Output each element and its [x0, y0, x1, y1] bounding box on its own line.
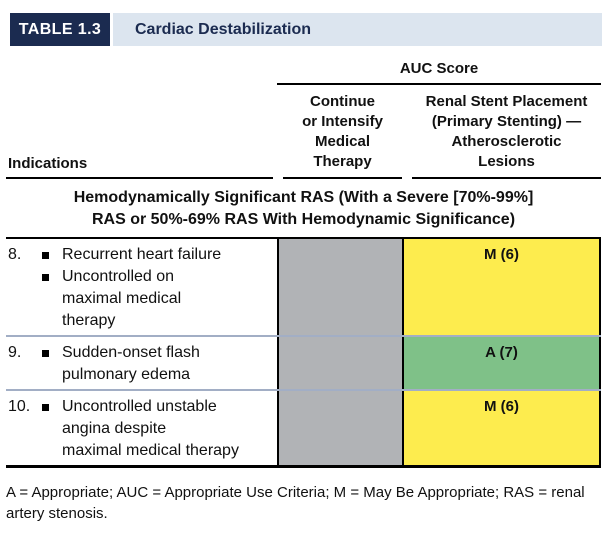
list-item: Uncontrolled on maximal medical therapy — [42, 266, 273, 332]
stent-score-cell: M (6) — [402, 391, 601, 465]
column-header-medical-therapy: Continue or Intensify Medical Therapy — [283, 85, 402, 179]
footnote: A = Appropriate; AUC = Appropriate Use C… — [6, 484, 585, 522]
table-row: 9. Sudden-onset flash pulmonary edema A (7… — [6, 337, 601, 391]
rows-container: 8. Recurrent heart failure Uncontrolled on… — [6, 239, 601, 468]
table-title: Cardiac Destabilization — [113, 13, 602, 46]
item-text: Uncontrolled on maximal medical therapy — [62, 268, 182, 329]
row-number: 10. — [8, 398, 31, 415]
bullet-square-icon — [42, 350, 49, 357]
indication-cell: 8. Recurrent heart failure Uncontrolled on… — [6, 239, 277, 335]
table-header: Indications AUC Score Continue or Intens… — [6, 46, 601, 179]
bullet-square-icon — [42, 252, 49, 259]
bullet-list: Recurrent heart failure Uncontrolled on m… — [42, 244, 273, 332]
list-item: Sudden-onset flash pulmonary edema — [42, 342, 273, 386]
list-item: Recurrent heart failure — [42, 244, 273, 266]
table-label-badge: TABLE 1.3 — [10, 13, 110, 46]
item-text: Uncontrolled unstable angina despite max… — [62, 398, 239, 459]
auc-score-header: AUC Score — [277, 46, 601, 85]
auc-table: Indications AUC Score Continue or Intens… — [6, 46, 601, 468]
stent-score-cell: M (6) — [402, 239, 601, 335]
table-title-bar: TABLE 1.3 Cardiac Destabilization — [10, 13, 602, 46]
bullet-list: Uncontrolled unstable angina despite max… — [42, 396, 273, 462]
table-row: 8. Recurrent heart failure Uncontrolled on… — [6, 239, 601, 337]
medical-therapy-cell — [277, 337, 402, 389]
row-number: 8. — [8, 246, 22, 263]
section-header: Hemodynamically Significant RAS (With a … — [6, 179, 601, 239]
medical-therapy-cell — [277, 391, 402, 465]
table-row: 10. Uncontrolled unstable angina despite … — [6, 391, 601, 465]
indication-cell: 10. Uncontrolled unstable angina despite … — [6, 391, 277, 465]
stent-score-cell: A (7) — [402, 337, 601, 389]
item-text: Sudden-onset flash pulmonary edema — [62, 344, 200, 383]
bullet-list: Sudden-onset flash pulmonary edema — [42, 342, 273, 386]
indications-column-header: Indications — [6, 155, 273, 179]
medical-therapy-cell — [277, 239, 402, 335]
bullet-square-icon — [42, 404, 49, 411]
bullet-square-icon — [42, 274, 49, 281]
row-number: 9. — [8, 344, 22, 361]
item-text: Recurrent heart failure — [62, 246, 222, 263]
indication-cell: 9. Sudden-onset flash pulmonary edema — [6, 337, 277, 389]
list-item: Uncontrolled unstable angina despite max… — [42, 396, 273, 462]
column-header-renal-stent: Renal Stent Placement (Primary Stenting)… — [412, 85, 601, 179]
